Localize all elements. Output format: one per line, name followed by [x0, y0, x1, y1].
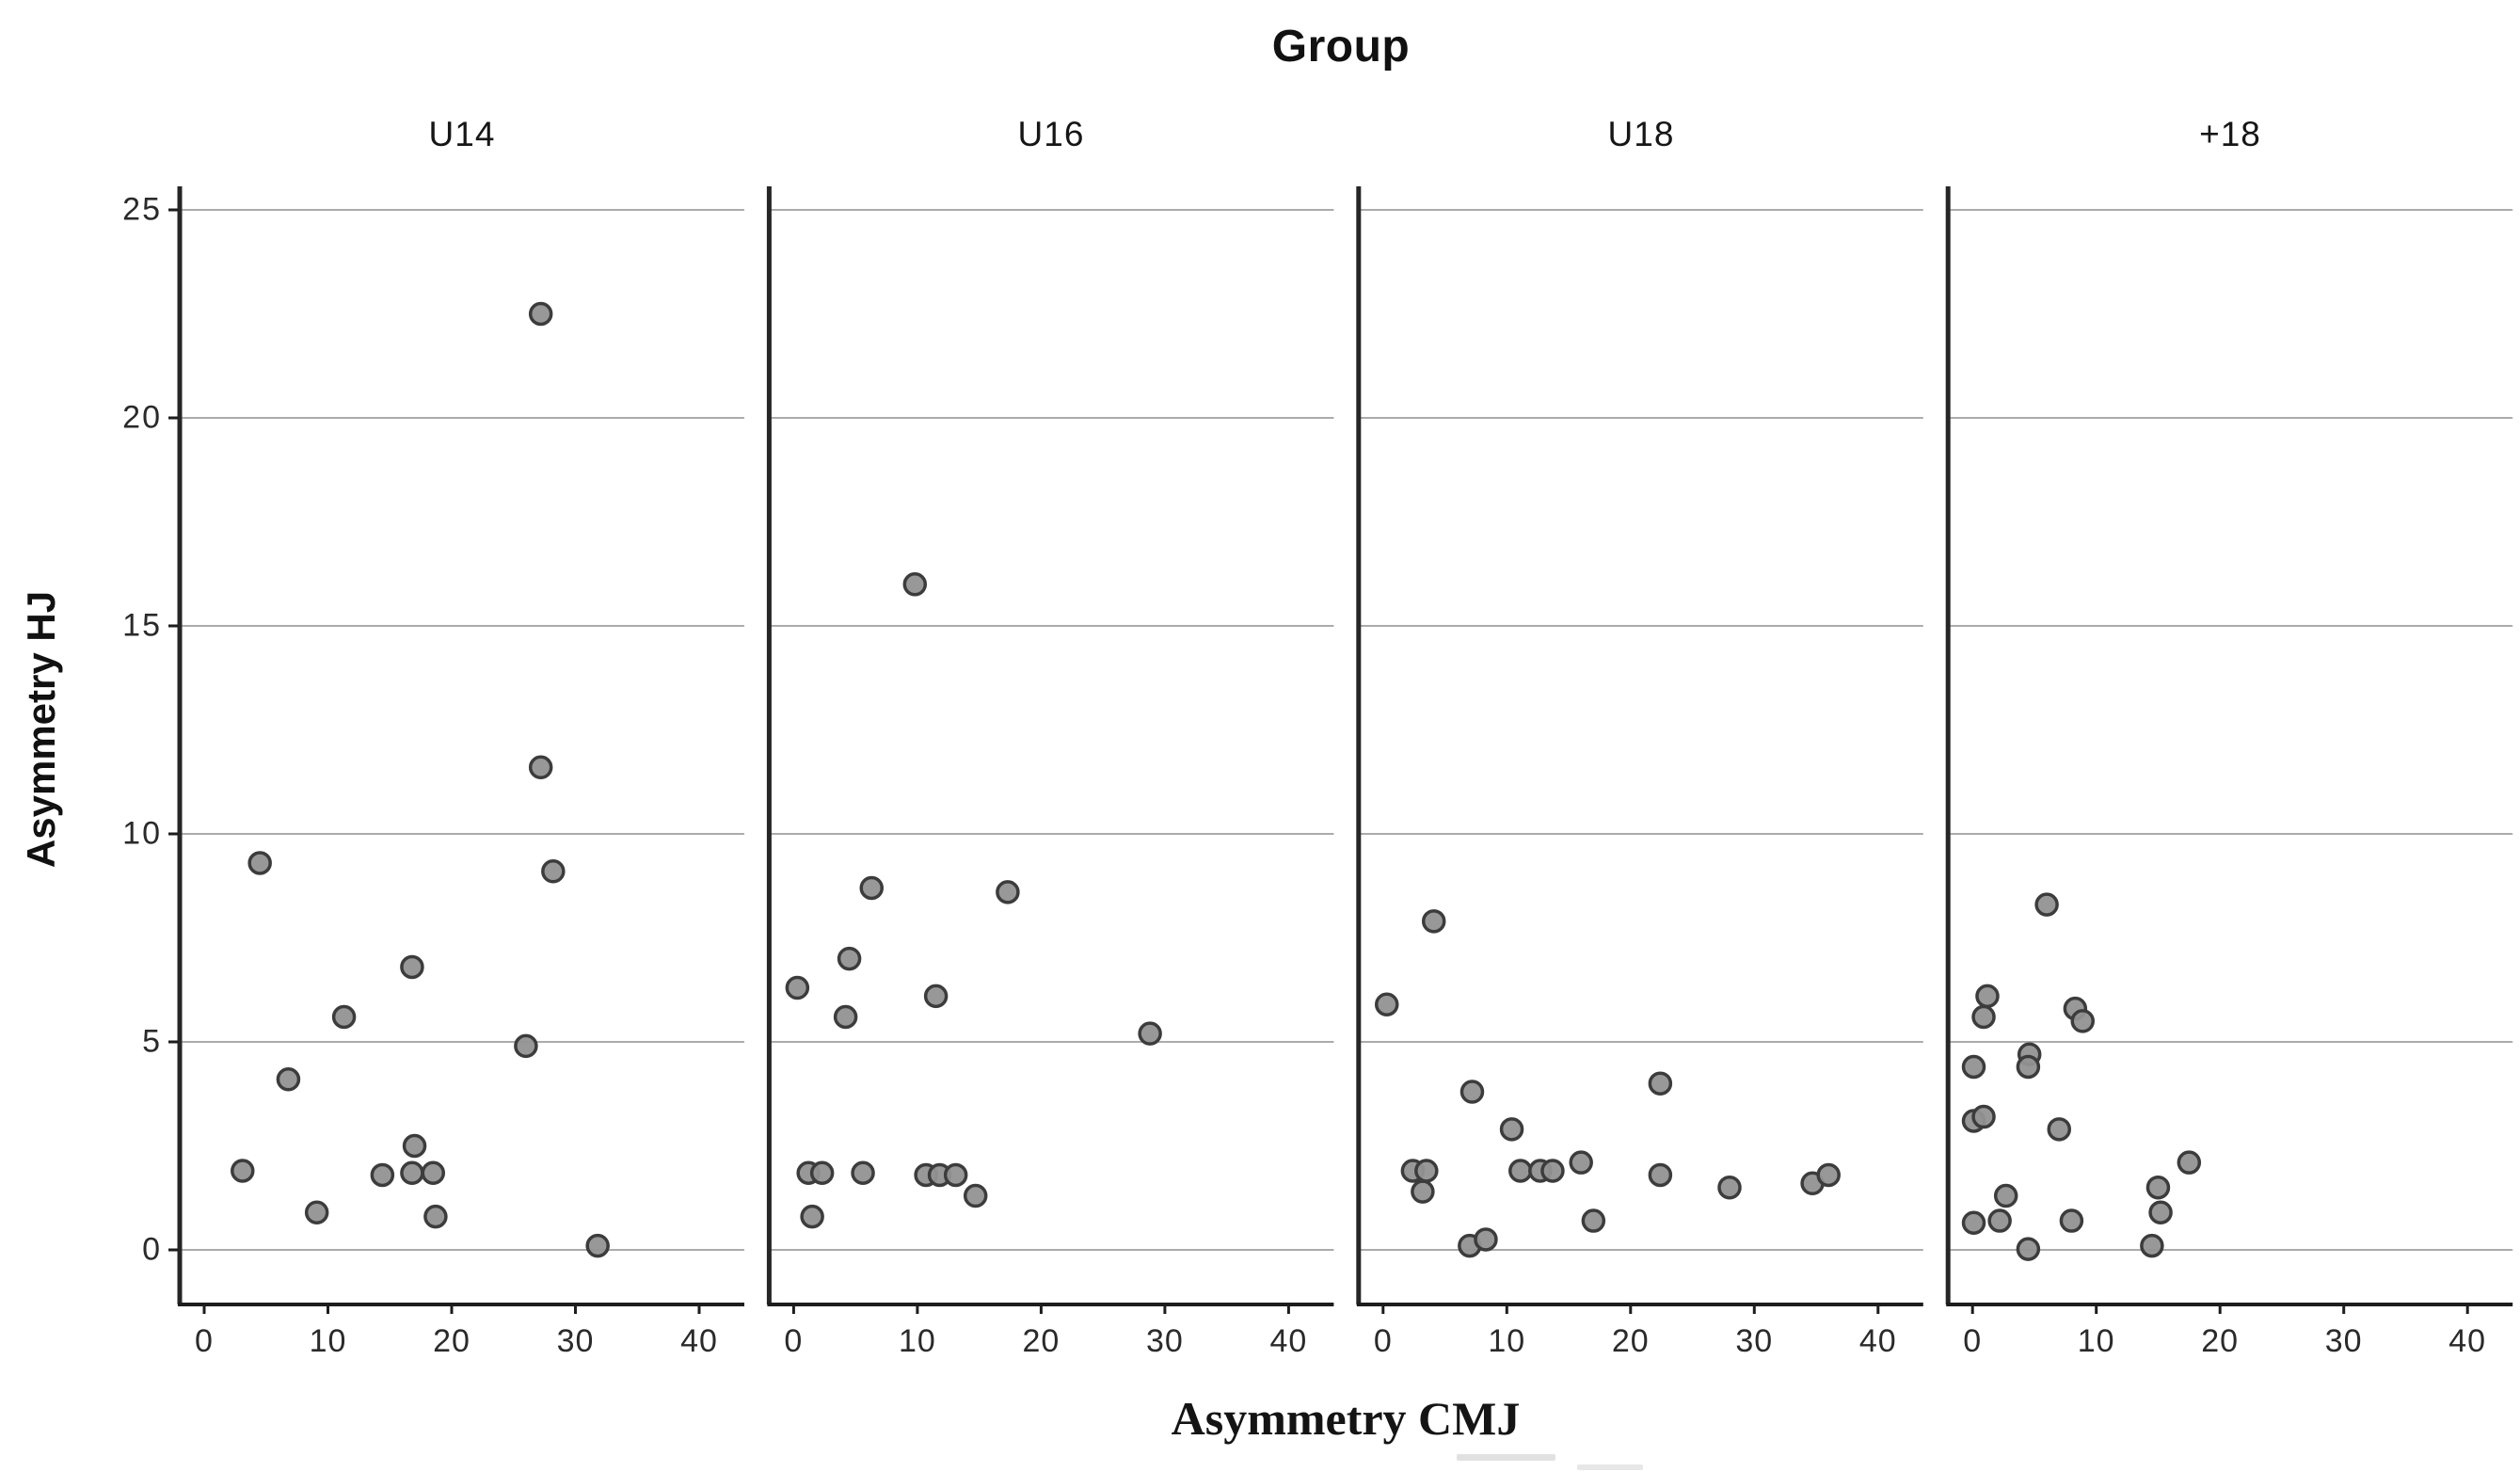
data-point: [2140, 1233, 2164, 1258]
data-point: [859, 875, 884, 901]
data-point: [1581, 1208, 1606, 1233]
data-point: [1569, 1150, 1593, 1175]
y-tick-label: 0: [142, 1231, 162, 1268]
data-point: [2059, 1208, 2084, 1233]
y-tick-label: 20: [122, 399, 162, 436]
data-point: [400, 954, 424, 980]
x-tick-label: 20: [1611, 1323, 1650, 1359]
data-point: [837, 946, 862, 971]
data-point: [963, 1183, 988, 1208]
x-tick-label: 40: [680, 1323, 718, 1359]
data-point: [1971, 1104, 1996, 1129]
data-point: [2016, 1237, 2041, 1261]
cropped-text-artifact: [1457, 1454, 1555, 1461]
data-point: [1648, 1162, 1673, 1188]
data-point: [1975, 984, 2000, 1009]
data-point: [996, 880, 1020, 904]
data-point: [1414, 1159, 1439, 1183]
data-point: [402, 1133, 427, 1159]
cropped-text-artifact: [1577, 1464, 1643, 1470]
data-point: [1421, 909, 1446, 934]
facet-header-u18: U18: [1607, 115, 1675, 153]
data-point: [1987, 1208, 2012, 1233]
data-point: [1816, 1162, 1841, 1188]
facet-header-plus18: +18: [2199, 115, 2261, 153]
x-axis-title: Asymmetry CMJ: [1171, 1392, 1521, 1445]
data-point: [1474, 1227, 1498, 1252]
data-point: [800, 1204, 824, 1229]
data-point: [1648, 1071, 1673, 1096]
data-point: [331, 1004, 357, 1030]
y-tick-label: 5: [142, 1023, 162, 1060]
x-tick-label: 40: [1858, 1323, 1897, 1359]
x-tick-label: 20: [2201, 1323, 2240, 1359]
data-point: [2016, 1054, 2041, 1080]
data-point: [1138, 1021, 1162, 1046]
y-tick-label: 15: [122, 607, 162, 644]
data-point: [276, 1067, 301, 1092]
data-point: [1374, 992, 1399, 1016]
x-tick-label: 30: [1145, 1323, 1184, 1359]
data-point: [943, 1162, 968, 1188]
data-point: [528, 301, 553, 327]
data-point: [423, 1204, 448, 1229]
data-point: [400, 1160, 424, 1185]
data-point: [1499, 1117, 1524, 1142]
y-tick-label: 10: [122, 815, 162, 852]
x-tick-label: 40: [1269, 1323, 1308, 1359]
data-point: [1971, 1004, 1996, 1030]
data-point: [2070, 1009, 2095, 1033]
data-point: [528, 755, 553, 780]
x-tick-label: 0: [1373, 1323, 1393, 1359]
chart-title: Group: [1271, 22, 1411, 72]
data-point: [514, 1033, 538, 1059]
data-point: [833, 1004, 858, 1030]
x-tick-label: 10: [2077, 1323, 2115, 1359]
data-point: [2177, 1150, 2202, 1175]
data-point: [2148, 1200, 2173, 1224]
facet-header-u14: U14: [428, 115, 496, 153]
data-point: [2047, 1117, 2071, 1142]
data-point: [1540, 1159, 1565, 1183]
x-tick-label: 10: [898, 1323, 936, 1359]
data-point: [1961, 1210, 1986, 1236]
x-tick-label: 30: [1735, 1323, 1774, 1359]
x-tick-label: 10: [309, 1323, 347, 1359]
x-tick-label: 30: [2324, 1323, 2363, 1359]
data-point: [809, 1160, 835, 1185]
data-point: [1411, 1179, 1435, 1204]
data-point: [421, 1160, 446, 1185]
data-point: [785, 975, 810, 1000]
data-point: [247, 851, 272, 875]
data-point: [1993, 1183, 2018, 1208]
x-tick-label: 20: [433, 1323, 471, 1359]
x-tick-label: 0: [784, 1323, 804, 1359]
data-point: [370, 1162, 395, 1188]
data-point: [2034, 892, 2059, 917]
x-tick-label: 20: [1022, 1323, 1061, 1359]
data-point: [2145, 1175, 2171, 1200]
data-point: [541, 859, 566, 884]
data-point: [304, 1200, 329, 1224]
data-point: [1961, 1054, 1986, 1080]
x-tick-label: 10: [1488, 1323, 1526, 1359]
y-tick-label: 25: [122, 191, 162, 228]
data-point: [902, 572, 928, 597]
data-point: [923, 984, 949, 1009]
x-tick-label: 0: [195, 1323, 214, 1359]
data-point: [1459, 1080, 1485, 1104]
facet-header-u16: U16: [1017, 115, 1085, 153]
x-tick-label: 40: [2448, 1323, 2487, 1359]
x-tick-label: 30: [556, 1323, 595, 1359]
data-point: [851, 1160, 875, 1185]
data-point: [1717, 1175, 1742, 1200]
data-point: [231, 1159, 255, 1183]
data-point: [585, 1233, 610, 1258]
x-tick-label: 0: [1963, 1323, 1983, 1359]
data-point: [1508, 1159, 1533, 1183]
